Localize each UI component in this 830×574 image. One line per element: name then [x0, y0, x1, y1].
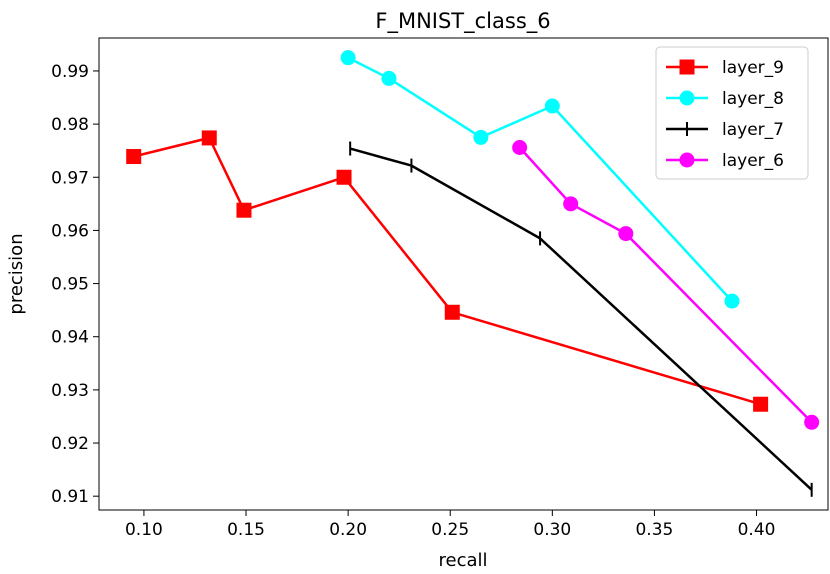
series-layer_7	[349, 141, 813, 497]
data-point-layer_9	[753, 396, 769, 412]
y-tick-label: 0.98	[51, 115, 89, 135]
x-tick-label: 0.25	[431, 520, 469, 540]
data-point-layer_9	[444, 304, 460, 320]
series-layer_6	[512, 139, 820, 430]
series-layer_9	[126, 130, 769, 412]
y-tick-label: 0.93	[51, 381, 89, 401]
legend-marker	[679, 90, 695, 106]
x-tick-label: 0.35	[635, 520, 673, 540]
y-tick-label: 0.91	[51, 487, 89, 507]
legend-label: layer_9	[722, 58, 784, 78]
data-point-layer_9	[336, 169, 352, 185]
x-tick-label: 0.15	[227, 520, 265, 540]
y-tick-label: 0.96	[51, 221, 89, 241]
legend-marker	[679, 152, 695, 168]
legend-marker	[679, 59, 695, 75]
y-axis: 0.91 0.92 0.93 0.94 0.95 0.96 0.97 0.98 0.99	[51, 62, 99, 507]
y-tick-label: 0.94	[51, 328, 89, 348]
series-layer_8	[340, 50, 740, 309]
x-tick-label: 0.10	[125, 520, 163, 540]
legend-box	[655, 46, 809, 180]
y-tick-label: 0.95	[51, 275, 89, 295]
legend-label: layer_7	[722, 120, 784, 140]
data-point-layer_8	[724, 293, 740, 309]
legend-item-layer_6: layer_6	[666, 151, 784, 171]
legend-label: layer_8	[722, 89, 784, 109]
data-point-layer_8	[340, 50, 356, 66]
legend-item-layer_7: layer_7	[666, 120, 784, 140]
plot-frame	[98, 37, 829, 511]
legend-item-layer_8: layer_8	[666, 89, 784, 109]
x-tick-label: 0.20	[329, 520, 367, 540]
series-line-layer_7	[349, 147, 813, 491]
x-axis: 0.10 0.15 0.20 0.25 0.30 0.35 0.40	[125, 510, 775, 540]
y-tick-label: 0.99	[51, 62, 89, 82]
y-tick-label: 0.92	[51, 434, 89, 454]
chart-title: F_MNIST_class_6	[375, 9, 550, 34]
y-axis-label: precision	[6, 233, 27, 314]
data-point-layer_8	[381, 70, 397, 86]
data-point-layer_6	[563, 196, 579, 212]
x-axis-label: recall	[438, 550, 487, 571]
data-point-layer_6	[618, 226, 634, 242]
y-tick-label: 0.97	[51, 168, 89, 188]
data-point-layer_9	[201, 130, 217, 146]
data-point-layer_6	[512, 139, 528, 155]
series-line-layer_9	[133, 136, 761, 406]
data-point-layer_9	[126, 149, 142, 165]
legend-label: layer_6	[722, 151, 784, 171]
legend: layer_9 layer_8 layer_7 layer_6	[655, 46, 809, 180]
series-layer	[126, 50, 820, 497]
legend-item-layer_9: layer_9	[666, 58, 784, 78]
x-tick-label: 0.30	[533, 520, 571, 540]
data-point-layer_6	[804, 414, 820, 430]
data-point-layer_8	[544, 98, 560, 114]
data-point-layer_8	[473, 129, 489, 145]
x-tick-label: 0.40	[738, 520, 776, 540]
series-line-layer_6	[518, 146, 813, 424]
data-point-layer_9	[236, 202, 252, 218]
